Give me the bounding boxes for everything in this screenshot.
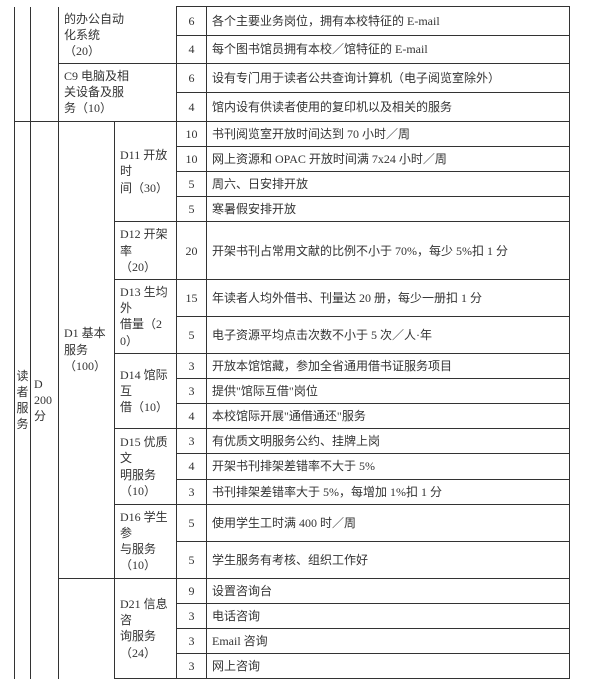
text: 200 <box>34 393 52 407</box>
score: 20 <box>177 222 207 280</box>
score: 5 <box>177 197 207 222</box>
desc: 周六、日安排开放 <box>207 172 570 197</box>
cell-d12: D12 开架率 （20） <box>115 222 177 280</box>
text: （20） <box>120 260 156 274</box>
text: 与服务（10） <box>120 542 156 572</box>
score: 4 <box>177 404 207 429</box>
text: 借量（20） <box>120 317 162 347</box>
score: 6 <box>177 64 207 93</box>
col2-d-200: D 200 分 <box>31 121 59 679</box>
desc: 提供"馆际互借"岗位 <box>207 378 570 403</box>
desc: 网上咨询 <box>207 654 570 679</box>
score: 3 <box>177 353 207 378</box>
score: 5 <box>177 541 207 578</box>
col1-prev-blank <box>15 7 31 64</box>
desc: 书刊排架差错率大于 5%，每增加 1%扣 1 分 <box>207 479 570 504</box>
cell-c8: 的办公自动 化系统 （20） <box>59 7 177 64</box>
cell-d13: D13 生均外 借量（20） <box>115 279 177 353</box>
text: D21 信息咨 <box>120 597 168 627</box>
text: （20） <box>64 44 100 58</box>
text: 明服务（10） <box>120 468 156 498</box>
desc: 设有专门用于读者公共查询计算机（电子阅览室除外） <box>207 64 570 93</box>
score: 3 <box>177 654 207 679</box>
text: 借（10） <box>120 400 168 414</box>
cell-d21: D21 信息咨 询服务（24） <box>115 578 177 679</box>
score: 3 <box>177 429 207 454</box>
desc: 馆内设有供读者使用的复印机以及相关的服务 <box>207 92 570 121</box>
text: D16 学生参 <box>120 510 168 540</box>
desc: 开架书刊排架差错率不大于 5% <box>207 454 570 479</box>
score: 9 <box>177 578 207 603</box>
desc: 开架书刊占常用文献的比例不小于 70%，每少 5%扣 1 分 <box>207 222 570 280</box>
desc: 使用学生工时满 400 时／周 <box>207 504 570 541</box>
cell-d16: D16 学生参 与服务（10） <box>115 504 177 578</box>
text: 务（10） <box>64 101 112 115</box>
text: 化系统 <box>64 28 100 42</box>
text: 询服务（24） <box>120 629 156 659</box>
text: 间（30） <box>120 181 168 195</box>
desc: 本校馆际开展"通借通还"服务 <box>207 404 570 429</box>
text: D11 开放时 <box>120 148 167 178</box>
text: 关设备及服 <box>64 85 124 99</box>
text: 分 <box>34 409 46 423</box>
score: 15 <box>177 279 207 316</box>
text: 务 <box>16 417 28 431</box>
desc: 有优质文明服务公约、挂牌上岗 <box>207 429 570 454</box>
desc: 电子资源平均点击次数不小于 5 次／人·年 <box>207 316 570 353</box>
desc: Email 咨询 <box>207 628 570 653</box>
text: 者 <box>16 385 28 399</box>
cell-d15: D15 优质文 明服务（10） <box>115 429 177 505</box>
desc: 每个图书馆员拥有本校／馆特征的 E-mail <box>207 35 570 64</box>
text: 读 <box>16 369 28 383</box>
desc: 开放本馆馆藏，参加全省通用借书证服务项目 <box>207 353 570 378</box>
text: D <box>34 377 43 391</box>
score: 5 <box>177 172 207 197</box>
score: 4 <box>177 35 207 64</box>
desc: 年读者人均外借书、刊量达 20 册，每少一册扣 1 分 <box>207 279 570 316</box>
col2-prev-blank2 <box>31 64 59 122</box>
score: 3 <box>177 603 207 628</box>
score: 4 <box>177 92 207 121</box>
page: 的办公自动 化系统 （20） 6 各个主要业务岗位，拥有本校特征的 E-mail… <box>0 0 600 619</box>
cell-d11: D11 开放时 间（30） <box>115 121 177 222</box>
cell-d1: D1 基本服务 （100） <box>59 121 115 578</box>
score: 3 <box>177 378 207 403</box>
score: 3 <box>177 628 207 653</box>
cell-d2-blank <box>59 578 115 679</box>
col2-prev-blank <box>31 7 59 64</box>
text: 服 <box>16 401 28 415</box>
score: 5 <box>177 316 207 353</box>
score: 10 <box>177 146 207 171</box>
score: 6 <box>177 7 207 36</box>
text: 的办公自动 <box>64 12 124 26</box>
score: 4 <box>177 454 207 479</box>
desc: 各个主要业务岗位，拥有本校特征的 E-mail <box>207 7 570 36</box>
desc: 电话咨询 <box>207 603 570 628</box>
text: （100） <box>64 359 106 373</box>
cell-c9: C9 电脑及相 关设备及服 务（10） <box>59 64 177 122</box>
score: 3 <box>177 479 207 504</box>
text: C9 电脑及相 <box>64 69 129 83</box>
col1-reader-service: 读 者 服 务 <box>15 121 31 679</box>
text: D1 基本服务 <box>64 326 106 356</box>
desc: 寒暑假安排开放 <box>207 197 570 222</box>
desc: 书刊阅览室开放时间达到 70 小时／周 <box>207 121 570 146</box>
text: D15 优质文 <box>120 435 168 465</box>
text: D13 生均外 <box>120 285 168 315</box>
score: 10 <box>177 121 207 146</box>
desc: 学生服务有考核、组织工作好 <box>207 541 570 578</box>
evaluation-table: 的办公自动 化系统 （20） 6 各个主要业务岗位，拥有本校特征的 E-mail… <box>14 6 570 679</box>
text: D12 开架率 <box>120 227 168 257</box>
cell-d14: D14 馆际互 借（10） <box>115 353 177 429</box>
desc: 网上资源和 OPAC 开放时间满 7x24 小时／周 <box>207 146 570 171</box>
score: 5 <box>177 504 207 541</box>
text: D14 馆际互 <box>120 368 168 398</box>
desc: 设置咨询台 <box>207 578 570 603</box>
col1-prev-blank2 <box>15 64 31 122</box>
